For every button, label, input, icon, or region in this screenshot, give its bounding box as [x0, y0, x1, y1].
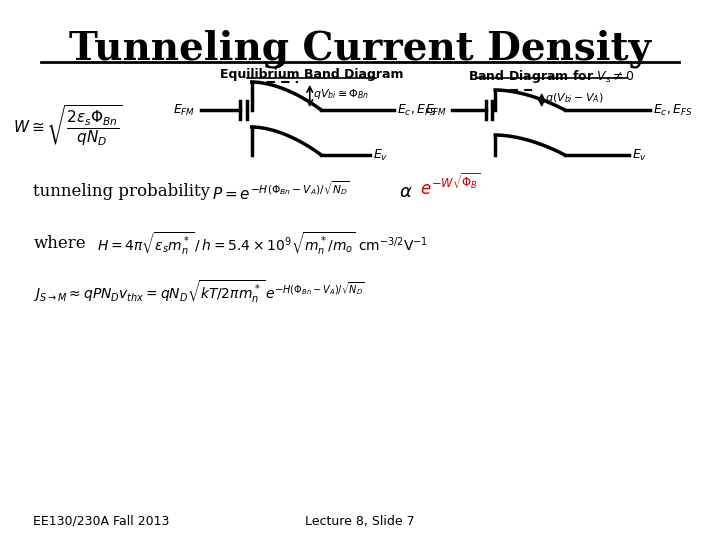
- Text: $E_c, E_{FS}$: $E_c, E_{FS}$: [653, 103, 693, 118]
- Text: $E_v$: $E_v$: [372, 147, 388, 163]
- Text: $\alpha$: $\alpha$: [399, 183, 413, 201]
- Text: EE130/230A Fall 2013: EE130/230A Fall 2013: [33, 515, 170, 528]
- Text: $E_{FM}$: $E_{FM}$: [425, 103, 447, 118]
- Text: Equilibrium Band Diagram: Equilibrium Band Diagram: [220, 68, 403, 81]
- Text: $E_{FM}$: $E_{FM}$: [174, 103, 196, 118]
- Text: tunneling probability: tunneling probability: [33, 184, 210, 200]
- Text: $H = 4\pi\sqrt{\varepsilon_s m_n^*}\,/\,h = 5.4\times10^9\sqrt{m_n^*/m_o}$ cm$^{: $H = 4\pi\sqrt{\varepsilon_s m_n^*}\,/\,…: [97, 231, 428, 257]
- Text: $E_v$: $E_v$: [631, 147, 647, 163]
- Text: $e^{-W\sqrt{\Phi_B}}$: $e^{-W\sqrt{\Phi_B}}$: [420, 173, 480, 199]
- Text: $qV_{bi}\cong\Phi_{Bn}$: $qV_{bi}\cong\Phi_{Bn}$: [312, 87, 369, 101]
- Text: Lecture 8, Slide 7: Lecture 8, Slide 7: [305, 515, 415, 528]
- Text: $E_c, E_{FS}$: $E_c, E_{FS}$: [397, 103, 436, 118]
- Text: $W \cong \sqrt{\dfrac{2\varepsilon_s\Phi_{Bn}}{qN_D}}$: $W \cong \sqrt{\dfrac{2\varepsilon_s\Phi…: [13, 103, 123, 147]
- Text: Tunneling Current Density: Tunneling Current Density: [69, 30, 651, 69]
- Text: $q(V_{bi}-V_A)$: $q(V_{bi}-V_A)$: [544, 91, 603, 105]
- Text: $J_{S\rightarrow M} \approx qPN_Dv_{thx} = qN_D\sqrt{kT/2\pi m_n^*}\,e^{-H(\Phi_: $J_{S\rightarrow M} \approx qPN_Dv_{thx}…: [33, 279, 365, 305]
- Text: Band Diagram for $V_s\neq0$: Band Diagram for $V_s\neq0$: [468, 68, 635, 85]
- Text: $P = e^{-H(\Phi_{Bn}-V_A)/\sqrt{N_D}}$: $P = e^{-H(\Phi_{Bn}-V_A)/\sqrt{N_D}}$: [212, 181, 350, 203]
- Text: where: where: [33, 235, 86, 253]
